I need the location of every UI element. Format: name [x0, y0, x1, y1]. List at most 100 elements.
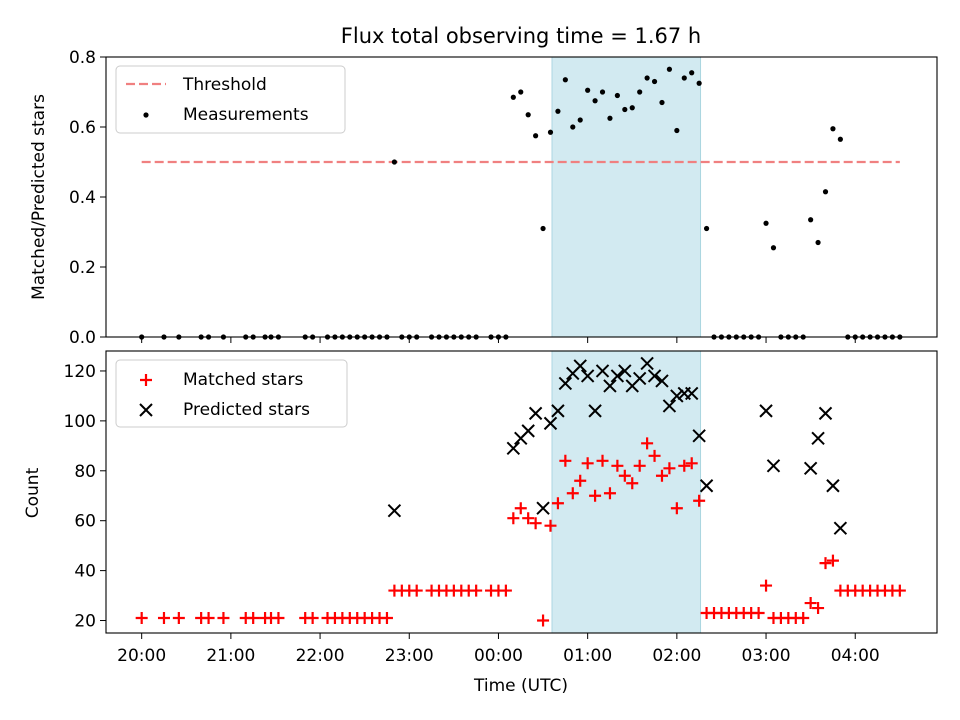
predicted-star-point	[685, 386, 699, 401]
figure-title: Flux total observing time = 1.67 h	[341, 24, 701, 48]
top-panel: 0.0 0.2 0.4 0.6 0.8 Threshold Measurements	[69, 48, 938, 348]
measurement-point	[577, 117, 583, 123]
matched-star-point	[663, 462, 676, 475]
measurement-point	[681, 75, 687, 81]
matched-star-point	[135, 612, 148, 625]
bottom-y-axis-label: Count	[23, 467, 43, 518]
measurement-point	[837, 136, 843, 142]
predicted-star-point	[506, 441, 521, 456]
bottom-y-tick-label: 40	[74, 562, 96, 582]
measurement-point	[674, 127, 680, 134]
predicted-star-point	[536, 501, 550, 515]
bottom-x-tick-label: 21:00	[206, 646, 255, 666]
measurement-point	[822, 189, 829, 195]
legend-measurements-label: Measurements	[183, 105, 309, 125]
matched-star-point	[537, 614, 550, 627]
legend-matched-swatch	[140, 374, 152, 386]
matched-star-point	[685, 457, 698, 470]
matched-star-point	[306, 612, 319, 625]
matched-star-point	[157, 612, 170, 625]
predicted-star-point	[603, 379, 617, 393]
matched-star-point	[514, 502, 527, 515]
matched-star-point	[589, 489, 602, 502]
matched-star-point	[611, 459, 624, 472]
measurement-point	[547, 129, 554, 135]
matched-star-point	[507, 512, 520, 525]
x-axis-label: Time (UTC)	[473, 676, 568, 696]
measurement-point	[666, 66, 673, 72]
matched-star-point	[551, 497, 564, 510]
matched-star-point	[172, 612, 185, 625]
predicted-star-point	[692, 429, 706, 443]
legend-threshold-label: Threshold	[182, 75, 267, 95]
matched-star-point	[202, 612, 215, 625]
matched-star-point	[596, 454, 609, 467]
predicted-star-point	[662, 399, 677, 413]
predicted-star-point	[811, 431, 825, 446]
top-y-tick-label: 0.2	[69, 258, 96, 278]
predicted-star-point	[826, 479, 840, 493]
measurement-point	[570, 124, 576, 130]
matched-star-point	[272, 612, 285, 625]
matched-star-point	[678, 459, 691, 472]
measurement-point	[815, 239, 821, 246]
measurement-point	[770, 245, 777, 251]
measurement-point	[808, 217, 814, 223]
matched-star-point	[797, 612, 810, 625]
predicted-star-point	[610, 369, 625, 383]
matched-star-point	[752, 607, 765, 620]
bottom-x-tick-label: 01:00	[563, 646, 612, 666]
predicted-star-point	[551, 404, 565, 418]
measurement-point	[525, 112, 531, 118]
measurement-point	[592, 98, 598, 104]
measurement-point	[555, 108, 561, 114]
matched-star-point	[566, 487, 579, 500]
measurement-point	[510, 94, 516, 100]
matched-star-point	[633, 459, 646, 472]
predicted-star-point	[543, 416, 558, 431]
top-y-axis-label: Matched/Predicted stars	[29, 94, 49, 300]
measurement-point	[540, 225, 546, 232]
top-y-tick-label: 0.6	[69, 118, 96, 138]
predicted-star-point	[818, 406, 833, 421]
predicted-star-point	[521, 424, 535, 438]
predicted-star-point	[647, 369, 662, 383]
predicted-star-point	[558, 376, 573, 391]
matched-star-point	[812, 602, 825, 615]
matched-star-point	[826, 554, 839, 567]
matched-star-point	[693, 494, 706, 507]
bottom-x-tick-label: 04:00	[831, 646, 880, 666]
predicted-star-point	[833, 521, 848, 535]
predicted-star-point	[595, 364, 610, 378]
measurement-point	[599, 89, 606, 95]
measurement-point	[763, 220, 769, 226]
predicted-star-point	[618, 364, 632, 378]
measurement-point	[562, 77, 568, 83]
bottom-x-tick-label: 00:00	[474, 646, 523, 666]
bottom-legend: Matched stars Predicted stars	[115, 359, 348, 428]
measurement-point	[830, 126, 836, 132]
matched-star-point	[559, 454, 572, 467]
bottom-frame	[105, 350, 938, 634]
predicted-star-point	[588, 404, 602, 418]
legend-matched-label: Matched stars	[183, 370, 303, 390]
matched-star-point	[819, 557, 832, 570]
measurement-point	[629, 105, 635, 111]
matched-star-point	[470, 584, 483, 597]
matched-star-point	[804, 597, 817, 610]
matched-star-point	[618, 469, 631, 482]
measurement-point	[607, 115, 613, 121]
bottom-x-tick-label: 23:00	[385, 646, 434, 666]
predicted-star-point	[580, 369, 595, 383]
bottom-panel: 20 40 60 80 100 120 20:00 21:00 22:00 23:00 00:00 0…	[64, 350, 938, 666]
matched-star-point	[626, 477, 639, 490]
matched-star-point	[655, 469, 668, 482]
matched-star-point	[648, 449, 661, 462]
predicted-star-point	[670, 389, 684, 403]
matched-star-point	[380, 612, 393, 625]
bottom-y-tick-label: 60	[74, 512, 96, 532]
matched-star-point	[410, 584, 423, 597]
predicted-star-point	[387, 504, 402, 518]
bottom-y-tick-label: 80	[74, 462, 96, 482]
